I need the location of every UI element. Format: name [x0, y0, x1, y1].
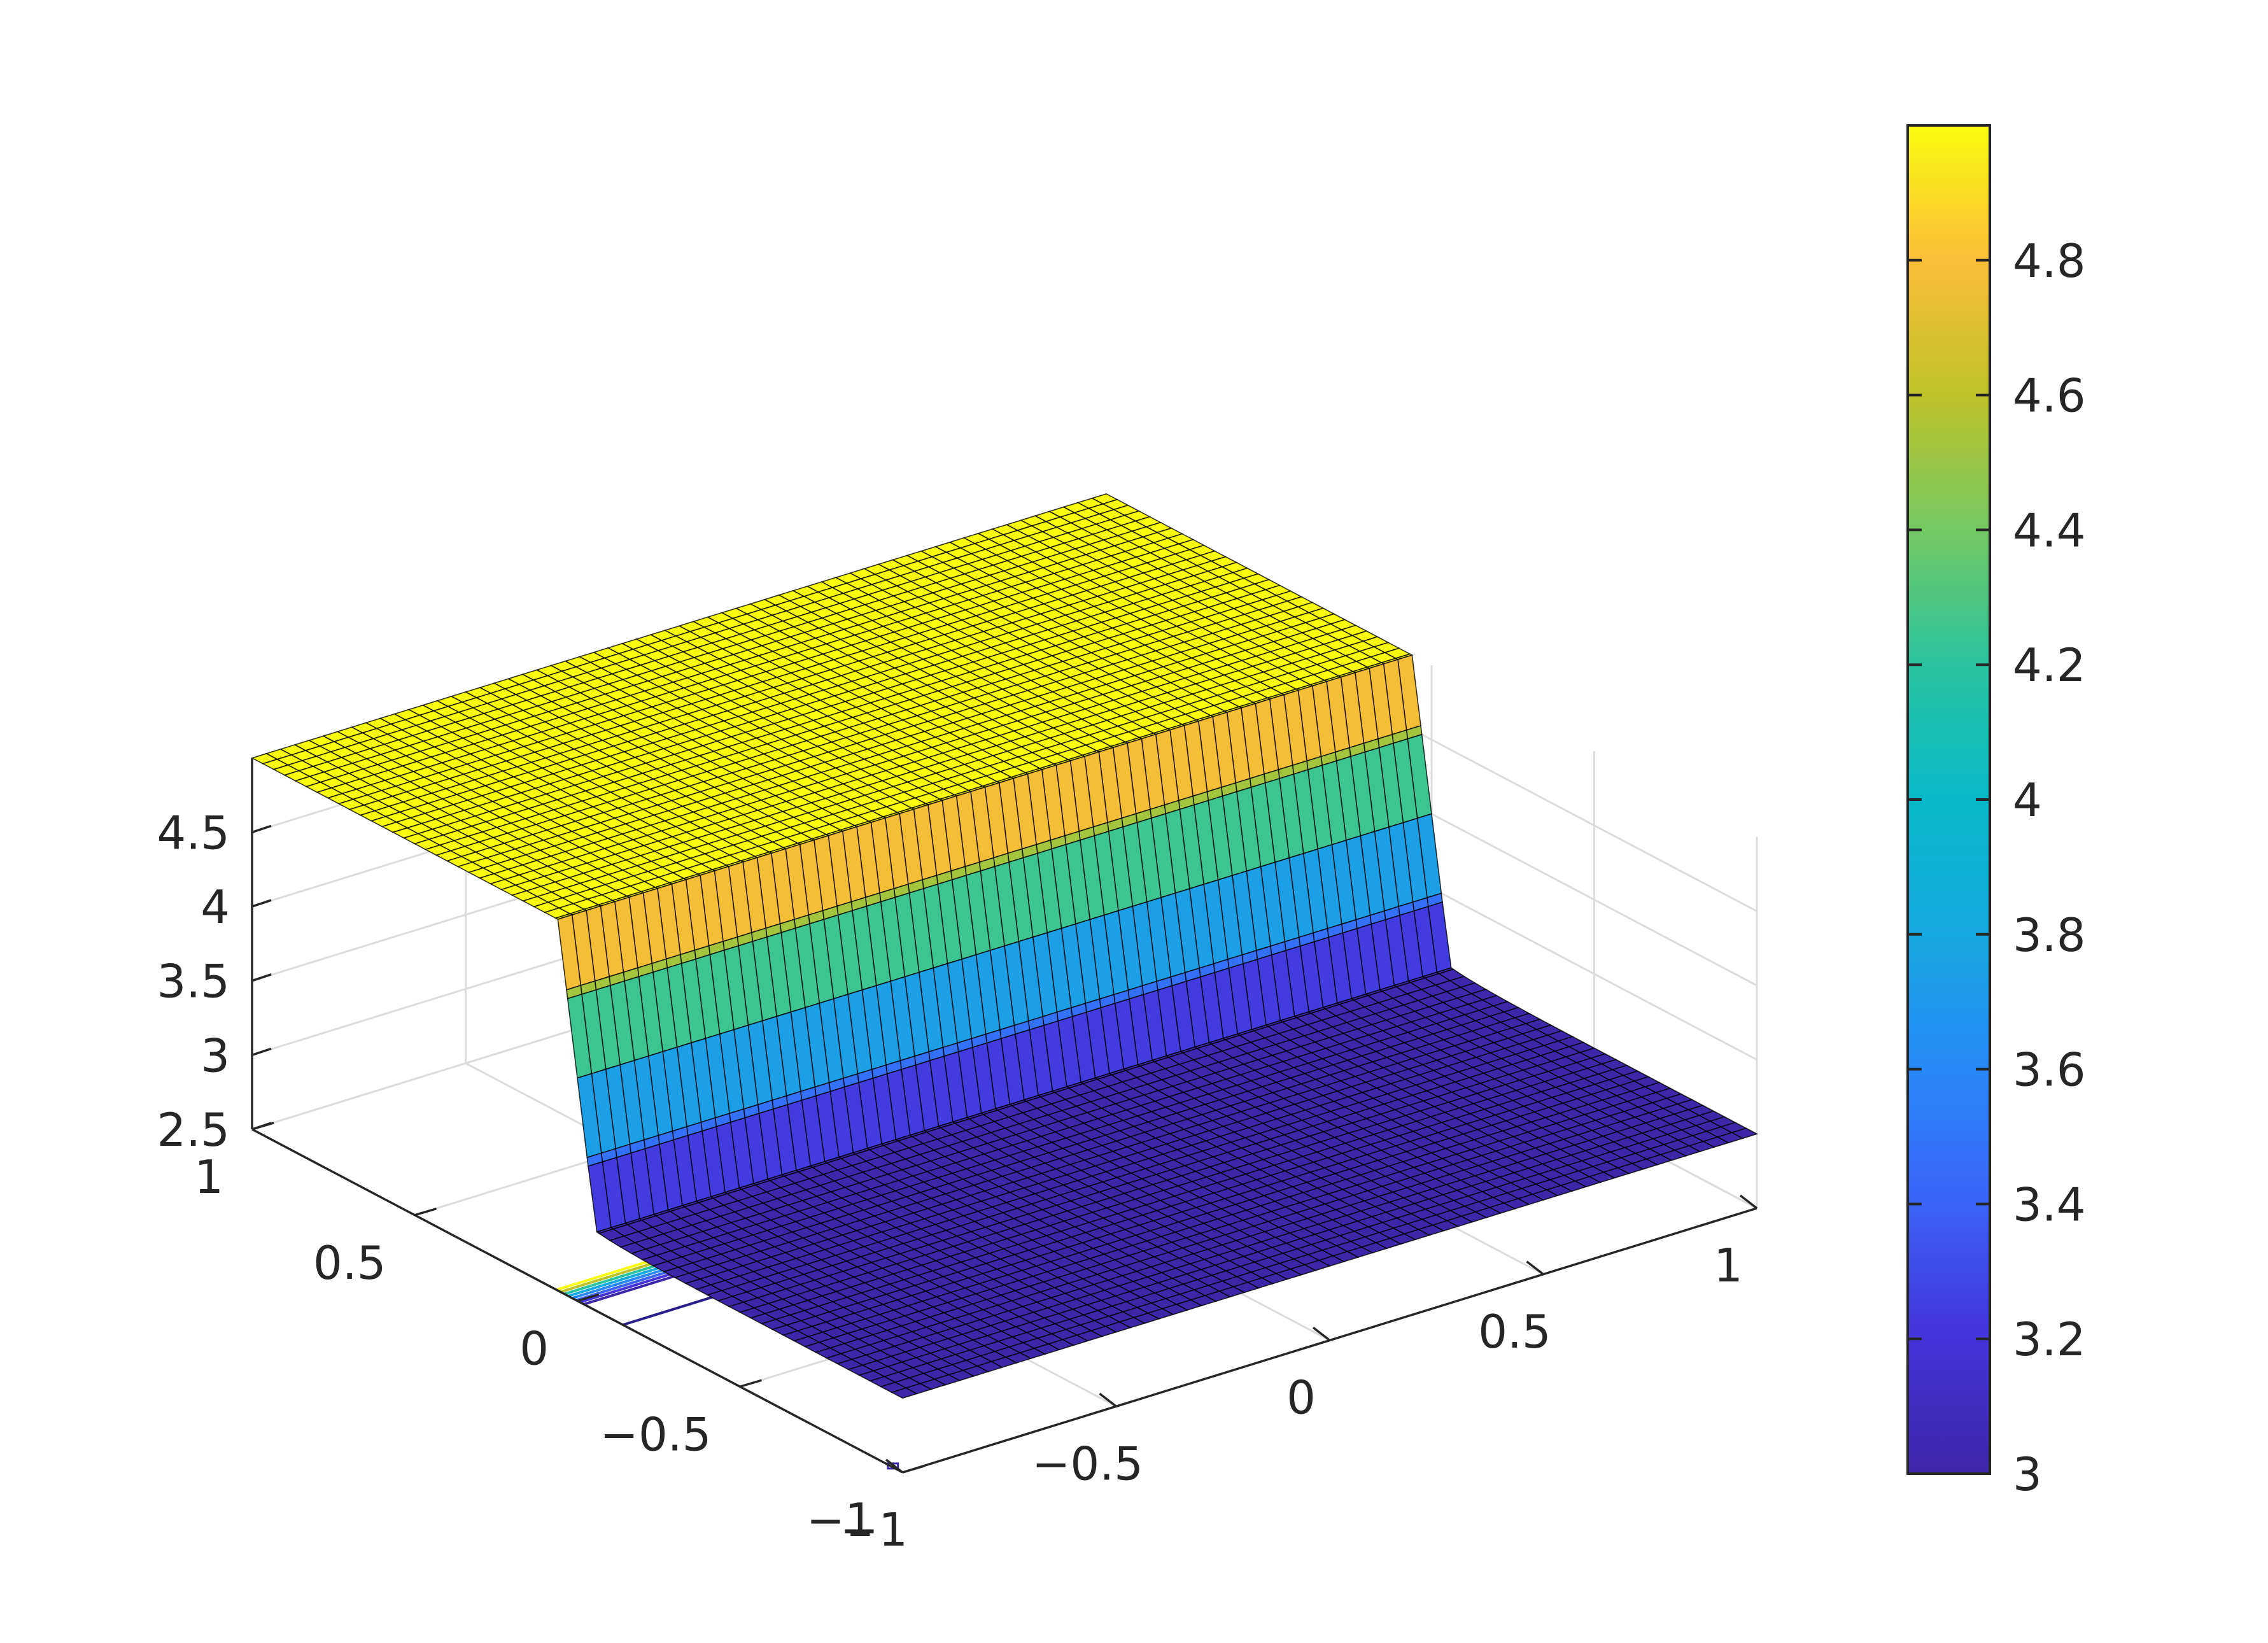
colorbar-tick-label: 3.8 — [2013, 908, 2086, 962]
colorbar-tick-label: 4.8 — [2013, 234, 2086, 288]
colorbar-tick-label: 3.6 — [2013, 1043, 2086, 1097]
y-tick-label: −1 — [806, 1493, 874, 1547]
y-tick-mark — [902, 1465, 925, 1474]
colorbar-tick-label: 4.4 — [2013, 504, 2086, 557]
y-tick-label: 0.5 — [313, 1236, 386, 1290]
x-tick-label: 0 — [1286, 1371, 1316, 1425]
colorbar-tick-label: 4.6 — [2013, 369, 2086, 423]
x-tick-label: −0.5 — [1032, 1437, 1143, 1490]
y-tick-label: 0 — [519, 1322, 549, 1376]
z-tick-label: 3.5 — [157, 955, 230, 1008]
x-tick-label: 0.5 — [1478, 1305, 1551, 1358]
z-tick-mark — [251, 973, 272, 982]
z-tick-mark — [251, 1122, 272, 1131]
z-tick-label: 4 — [201, 880, 230, 934]
colorbar-tick-label: 3 — [2013, 1448, 2042, 1501]
z-tick-label: 4.5 — [157, 806, 230, 859]
z-tick-label: 3 — [201, 1029, 230, 1082]
colorbar: 3 3.2 3.4 3.6 3.8 4 4.2 4.4 4.6 4.8 — [1906, 124, 2086, 1501]
z-tick-label: 2.5 — [157, 1103, 230, 1157]
colorbar-tick-label: 3.4 — [2013, 1178, 2086, 1231]
z-tick-mark — [251, 1047, 272, 1057]
colorbar-tick-label: 3.2 — [2013, 1313, 2086, 1366]
colorbar-tick-label: 4 — [2013, 773, 2042, 827]
y-tick-label: −0.5 — [600, 1407, 712, 1461]
surface-plot — [250, 493, 1759, 1399]
y-tick-mark — [740, 1379, 762, 1388]
colorbar-tick-label: 4.2 — [2013, 638, 2086, 692]
z-tick-labels: 2.5 3 3.5 4 4.5 — [157, 806, 230, 1157]
y-tick-label: 1 — [194, 1150, 223, 1204]
y-tick-mark — [414, 1208, 437, 1216]
contour-marker — [887, 1462, 899, 1470]
z-tick-mark — [251, 824, 272, 834]
x-tick-label: 1 — [1714, 1239, 1743, 1292]
z-tick-mark — [251, 899, 272, 908]
